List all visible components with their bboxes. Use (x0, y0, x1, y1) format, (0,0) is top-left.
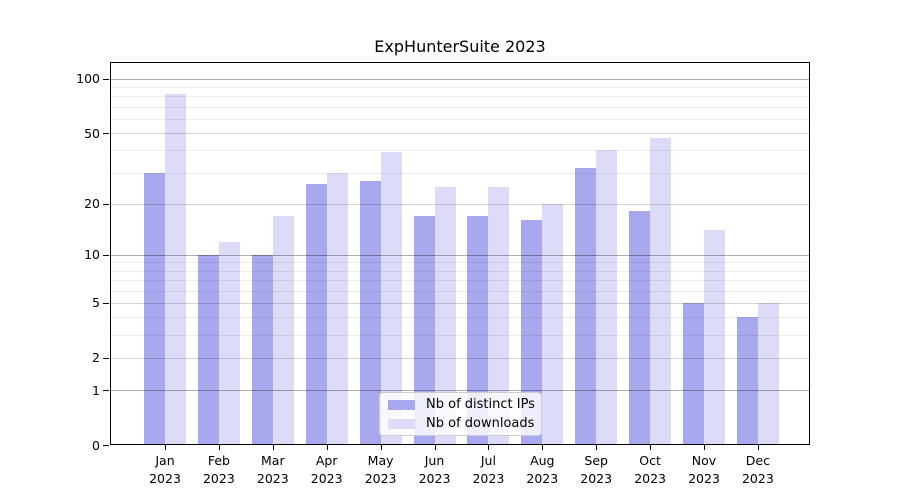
x-tick-label-may: May 2023 (364, 453, 397, 486)
legend-swatch-downloads (388, 418, 415, 429)
y-tick-label-2: 2 (92, 350, 100, 366)
bar-mar-distinct-ips (251, 254, 273, 445)
bar-apr-downloads (326, 172, 348, 445)
gridline (110, 133, 810, 135)
x-tick-label-mar: Mar 2023 (256, 453, 289, 486)
legend-item-downloads: Nb of downloads (388, 416, 535, 431)
bar-aug-distinct-ips (521, 220, 543, 445)
gridline (110, 317, 810, 319)
y-tick (103, 445, 109, 446)
bar-jan-distinct-ips (144, 172, 165, 445)
bar-may-downloads (380, 152, 402, 445)
gridline (110, 172, 810, 174)
bar-jan-downloads (165, 94, 186, 445)
bar-aug-downloads (542, 203, 564, 445)
bar-dec-downloads (757, 302, 779, 445)
gridline (110, 150, 810, 152)
bar-feb-downloads (218, 241, 240, 445)
gridline (110, 106, 810, 108)
bars-layer (110, 62, 810, 445)
y-tick (103, 254, 109, 256)
bar-jun-distinct-ips (413, 215, 435, 445)
chart-title: ExpHunterSuite 2023 (374, 37, 546, 56)
y-tick-label-1: 1 (92, 382, 100, 398)
bar-feb-distinct-ips (197, 254, 219, 445)
x-tick (272, 445, 274, 450)
y-tick (103, 302, 109, 304)
x-tick (650, 445, 652, 450)
gridline (110, 390, 810, 392)
grid-layer (110, 62, 810, 445)
gridline (110, 262, 810, 264)
x-tick-label-feb: Feb 2023 (202, 453, 235, 486)
x-tick-label-dec: Dec 2023 (741, 453, 774, 486)
bar-oct-downloads (650, 137, 672, 445)
x-tick (704, 445, 705, 450)
x-tick (165, 445, 166, 450)
bar-sep-downloads (596, 150, 618, 445)
y-tick-label-100: 100 (76, 71, 100, 87)
bar-sep-distinct-ips (575, 167, 597, 445)
x-tick-label-jan: Jan 2023 (149, 453, 181, 486)
x-tick-label-jun: Jun 2023 (418, 453, 451, 486)
gridline (110, 335, 810, 337)
gridline (110, 270, 810, 272)
legend-label-distinct-ips: Nb of distinct IPs (426, 397, 535, 412)
y-tick (103, 203, 109, 205)
y-tick-label-50: 50 (84, 125, 100, 141)
x-tick (596, 445, 598, 450)
legend: Nb of distinct IPs Nb of downloads (379, 392, 542, 436)
bar-mar-downloads (272, 215, 294, 445)
y-tick-label-20: 20 (84, 196, 100, 211)
gridline (110, 254, 810, 256)
x-tick-label-aug: Aug 2023 (526, 453, 559, 486)
y-tick (103, 133, 109, 135)
bar-jul-distinct-ips (467, 215, 489, 445)
gridline (110, 78, 810, 80)
y-tick-label-0: 0 (92, 437, 100, 453)
x-tick-label-nov: Nov 2023 (688, 453, 720, 486)
x-tick-label-jul: Jul 2023 (472, 453, 505, 486)
bar-jun-downloads (434, 186, 456, 445)
gridline (110, 203, 810, 205)
x-tick (380, 445, 382, 450)
y-tick (103, 390, 109, 392)
legend-item-distinct-ips: Nb of distinct IPs (388, 397, 535, 412)
bar-oct-distinct-ips (629, 211, 651, 445)
x-tick (757, 445, 759, 450)
gridline (110, 302, 810, 304)
gridline (110, 280, 810, 282)
x-tick (542, 445, 544, 450)
x-tick (434, 445, 436, 450)
x-tick (326, 445, 328, 450)
x-tick-label-oct: Oct 2023 (634, 453, 666, 486)
x-tick-label-apr: Apr 2023 (310, 453, 343, 486)
bar-jul-downloads (488, 186, 510, 445)
gridline (110, 357, 810, 359)
bar-nov-distinct-ips (683, 302, 704, 445)
y-tick-label-10: 10 (84, 247, 100, 263)
gridline (110, 118, 810, 120)
bar-dec-distinct-ips (736, 317, 758, 445)
x-tick (218, 445, 220, 450)
y-tick (103, 357, 109, 359)
y-tick-label-5: 5 (92, 295, 100, 311)
gridline (110, 96, 810, 98)
bar-nov-downloads (704, 230, 725, 445)
legend-swatch-distinct-ips (388, 399, 415, 410)
y-tick (103, 78, 109, 80)
x-tick-label-sep: Sep 2023 (580, 453, 613, 486)
gridline (110, 290, 810, 292)
gridline (110, 87, 810, 89)
bar-apr-distinct-ips (305, 183, 327, 445)
x-tick (488, 445, 490, 450)
bar-may-distinct-ips (359, 180, 381, 445)
plot-area: Nb of distinct IPs Nb of downloads Jan 20… (76, 62, 810, 486)
legend-label-downloads: Nb of downloads (426, 416, 535, 431)
